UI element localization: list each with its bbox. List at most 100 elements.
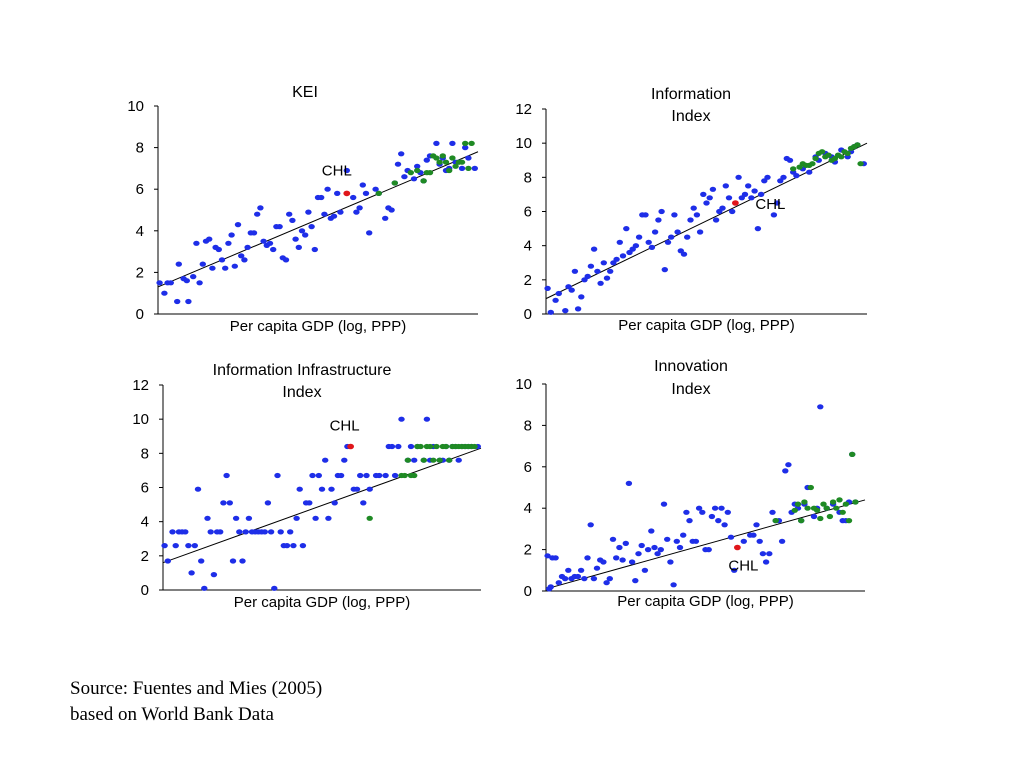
country-point bbox=[692, 538, 700, 544]
oecd-point bbox=[452, 163, 459, 169]
country-point bbox=[759, 551, 767, 557]
y-tick-label: 6 bbox=[136, 181, 144, 198]
country-point bbox=[778, 538, 786, 544]
country-point bbox=[607, 268, 614, 274]
country-point bbox=[298, 228, 306, 234]
country-point bbox=[328, 486, 335, 492]
country-point bbox=[661, 267, 668, 273]
country-point bbox=[782, 468, 789, 474]
country-point bbox=[231, 263, 238, 269]
country-point bbox=[786, 157, 794, 163]
country-point bbox=[740, 538, 747, 544]
country-point bbox=[657, 547, 664, 553]
country-point bbox=[700, 191, 707, 197]
country-point bbox=[606, 576, 613, 582]
oecd-point bbox=[836, 497, 843, 503]
country-point bbox=[343, 167, 350, 174]
trend-line bbox=[545, 499, 866, 590]
y-tick-label: 4 bbox=[141, 514, 149, 531]
country-point bbox=[271, 585, 278, 591]
oecd-point bbox=[462, 140, 469, 146]
country-point bbox=[680, 532, 687, 538]
country-point bbox=[705, 547, 712, 553]
country-point bbox=[590, 576, 598, 582]
country-point bbox=[334, 190, 341, 196]
country-point bbox=[769, 509, 776, 515]
country-point bbox=[360, 500, 367, 506]
country-point bbox=[277, 529, 284, 535]
oecd-point bbox=[801, 499, 808, 505]
oecd-point bbox=[404, 457, 412, 463]
country-point bbox=[239, 558, 246, 564]
chart-panel-4: Innovation Index 0 2 4 6 8 10 Per capita GDP (lo… bbox=[515, 358, 866, 610]
country-point bbox=[565, 567, 572, 573]
chile-point bbox=[732, 200, 739, 206]
oecd-point bbox=[468, 140, 475, 146]
country-point bbox=[756, 538, 763, 544]
country-point bbox=[261, 529, 268, 535]
country-point bbox=[423, 416, 431, 422]
country-point bbox=[632, 243, 640, 249]
country-point bbox=[289, 217, 296, 223]
y-tick-label: 6 bbox=[524, 459, 532, 476]
country-point bbox=[654, 551, 661, 557]
country-point bbox=[296, 486, 303, 492]
country-point bbox=[544, 285, 551, 291]
country-point bbox=[597, 280, 604, 286]
country-point bbox=[745, 183, 752, 189]
y-tick-label: 8 bbox=[524, 417, 532, 434]
country-point bbox=[433, 140, 440, 146]
country-point bbox=[324, 186, 331, 192]
country-point bbox=[206, 236, 213, 242]
country-point bbox=[293, 515, 300, 521]
country-point bbox=[622, 540, 629, 547]
country-point bbox=[645, 239, 652, 245]
country-point bbox=[388, 443, 396, 450]
country-point bbox=[398, 416, 405, 422]
country-point bbox=[687, 217, 694, 223]
country-point bbox=[325, 515, 332, 521]
oecd-point bbox=[414, 167, 421, 174]
country-point bbox=[684, 234, 691, 240]
country-point bbox=[587, 522, 594, 528]
country-point bbox=[696, 229, 704, 235]
country-point bbox=[198, 558, 205, 564]
chart-title-line: Index bbox=[282, 384, 321, 401]
country-point bbox=[353, 486, 361, 492]
oecd-point bbox=[813, 507, 821, 513]
y-tick-label: 8 bbox=[136, 140, 144, 157]
country-point bbox=[215, 246, 222, 253]
country-point bbox=[366, 230, 373, 236]
country-point bbox=[751, 188, 758, 194]
country-point bbox=[613, 555, 620, 561]
country-point bbox=[793, 173, 800, 179]
country-point bbox=[276, 224, 283, 230]
country-point bbox=[299, 543, 307, 549]
country-point bbox=[668, 234, 675, 240]
country-point bbox=[581, 576, 588, 582]
country-point bbox=[209, 265, 216, 271]
country-point bbox=[568, 287, 575, 293]
y-tick-label: 10 bbox=[515, 376, 532, 393]
country-point bbox=[287, 529, 294, 535]
country-point bbox=[295, 244, 302, 250]
country-point bbox=[628, 559, 636, 565]
chart-title-line: Index bbox=[671, 381, 710, 398]
country-point bbox=[302, 232, 309, 238]
oecd-point bbox=[458, 159, 466, 165]
country-point bbox=[394, 161, 402, 167]
country-point bbox=[322, 457, 329, 463]
country-point bbox=[722, 183, 729, 189]
country-point bbox=[590, 246, 598, 252]
country-point bbox=[398, 151, 405, 157]
country-point bbox=[664, 239, 672, 245]
y-tick-label: 4 bbox=[136, 223, 144, 240]
country-point bbox=[462, 145, 469, 151]
oecd-point bbox=[436, 457, 443, 463]
country-point bbox=[552, 297, 559, 303]
oecd-point bbox=[798, 518, 805, 524]
country-point bbox=[228, 232, 235, 238]
y-tick-label: 2 bbox=[136, 264, 144, 281]
oecd-point bbox=[829, 499, 837, 505]
